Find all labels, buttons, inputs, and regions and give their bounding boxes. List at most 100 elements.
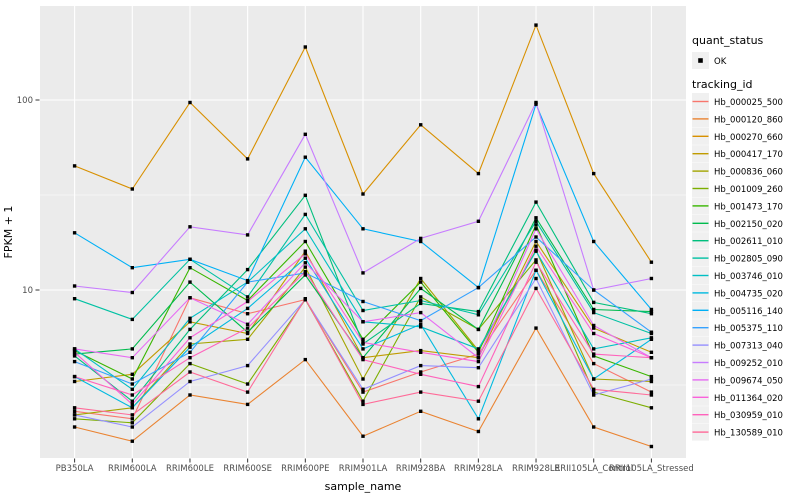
legend-item-label: Hb_005375_110 [714, 324, 783, 334]
x-tick-label: RRII105LA_Control [554, 464, 633, 474]
data-point-marker [245, 299, 250, 304]
legend-item-label: Hb_009252_010 [714, 359, 783, 369]
data-point-marker [245, 157, 250, 161]
data-point-marker [303, 193, 307, 197]
data-point-marker [130, 387, 134, 391]
data-point-marker [130, 425, 134, 429]
data-point-marker [592, 354, 596, 358]
data-point-marker [130, 393, 134, 397]
data-point-marker [419, 370, 423, 374]
legend-item-label: Hb_003746_010 [714, 272, 783, 282]
data-point-marker [476, 429, 481, 434]
data-point-marker [534, 239, 538, 244]
data-point-marker [592, 307, 596, 312]
data-point-marker [361, 337, 365, 341]
data-point-marker [476, 350, 481, 354]
data-point-marker [72, 359, 77, 364]
data-point-marker [188, 336, 192, 340]
data-point-marker [592, 390, 596, 394]
data-point-marker [476, 309, 481, 314]
x-tick-label: RRIM600SE [223, 464, 272, 474]
data-point-marker [419, 295, 423, 299]
data-point-marker [303, 273, 307, 277]
data-point-marker [534, 235, 538, 239]
legend-item-label: Hb_002805_090 [714, 255, 783, 265]
legend-item-label: Hb_004735_020 [714, 289, 783, 299]
data-point-marker [188, 356, 192, 360]
data-point-marker [245, 363, 250, 368]
legend-quant-status-title: quant_status [692, 34, 764, 47]
data-point-marker [72, 413, 77, 417]
legend-item-Hb_003746_010: Hb_003746_010 [692, 267, 783, 284]
data-point-marker [419, 298, 423, 303]
y-tick-label: 100 [17, 96, 33, 106]
data-point-marker [361, 399, 365, 403]
data-point-marker [419, 372, 423, 376]
data-point-marker [130, 421, 134, 425]
y-axis-title: FPKM + 1 [2, 206, 15, 259]
data-point-marker [72, 417, 77, 421]
legend-item-Hb_002150_020: Hb_002150_020 [692, 214, 783, 232]
data-point-marker [188, 296, 192, 300]
data-point-marker [649, 307, 654, 312]
data-point-marker [130, 290, 134, 295]
data-point-marker [130, 317, 134, 322]
legend-item-Hb_002805_090: Hb_002805_090 [692, 249, 783, 267]
data-point-marker [361, 308, 365, 313]
legend-item-Hb_005116_140: Hb_005116_140 [692, 301, 783, 319]
x-tick-label: RRIM928LA [454, 464, 503, 474]
legend-item-label: Hb_001473_170 [714, 202, 783, 212]
data-point-marker [303, 265, 307, 269]
data-point-marker [303, 132, 307, 136]
data-point-marker [188, 393, 192, 397]
x-axis-title: sample_name [325, 480, 402, 493]
data-point-marker [188, 361, 192, 366]
legend-quant-status-item-label: OK [714, 57, 727, 67]
data-point-marker [534, 100, 538, 105]
data-point-marker [592, 387, 596, 391]
data-point-marker [361, 271, 365, 275]
axes: PB350LA RRIM600LA RRIM600LE RRIM600SE RRIM60… [17, 96, 694, 474]
legend-item-label: Hb_000120_860 [714, 115, 783, 125]
data-point-marker [245, 233, 250, 237]
data-point-marker [245, 330, 250, 334]
data-point-marker [419, 390, 423, 394]
data-point-marker [592, 300, 596, 305]
data-point-marker [592, 288, 596, 292]
data-point-marker [130, 406, 134, 410]
x-tick-label: RRII105LA_Stressed [609, 464, 694, 474]
data-point-marker [419, 239, 423, 244]
data-point-marker [72, 374, 77, 379]
data-point-marker [534, 268, 538, 272]
data-point-marker [649, 379, 654, 384]
data-point-marker [476, 219, 481, 223]
x-tick-label: RRIM600LE [166, 464, 214, 474]
legend-item-label: Hb_007313_040 [714, 342, 783, 352]
data-point-marker [245, 312, 250, 316]
data-point-marker [303, 212, 307, 217]
legend-item-label: Hb_000417_170 [714, 150, 783, 160]
x-tick-label: RRIM600PE [281, 464, 329, 474]
data-point-marker [649, 330, 654, 334]
legend-item-Hb_000836_060: Hb_000836_060 [692, 162, 783, 180]
data-point-marker [419, 348, 423, 353]
legend-tracking-id-title: tracking_id [692, 78, 753, 91]
data-point-marker [534, 286, 538, 291]
legend-item-Hb_011364_020: Hb_011364_020 [692, 388, 783, 406]
legend-item-label: Hb_009674_050 [714, 376, 783, 386]
legend-item-Hb_007313_040: Hb_007313_040 [692, 336, 783, 354]
data-point-marker [130, 347, 134, 351]
data-point-marker [72, 409, 77, 413]
data-point-marker [592, 171, 596, 176]
data-point-marker [476, 327, 481, 332]
data-point-marker [592, 393, 596, 397]
data-point-marker [361, 340, 365, 345]
data-point-marker [419, 123, 423, 127]
data-point-marker [534, 276, 538, 281]
data-point-marker [188, 327, 192, 332]
data-point-marker [72, 352, 77, 356]
legend-item-label: Hb_000270_660 [714, 133, 783, 143]
data-point-marker [534, 258, 538, 262]
data-point-marker [188, 280, 192, 284]
